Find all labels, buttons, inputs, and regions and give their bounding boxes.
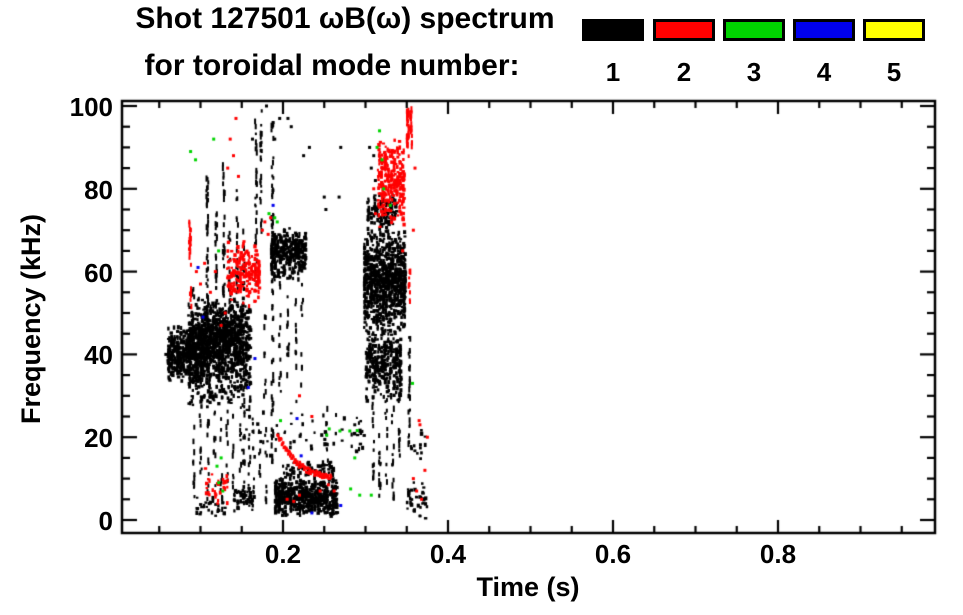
legend-label-mode5: 5 [886, 57, 902, 87]
y-tick-label-60: 60 [84, 258, 113, 288]
x-tick-label-0.4: 0.4 [429, 539, 467, 569]
x-axis-title: Time (s) [476, 572, 580, 602]
legend-swatch-mode3 [723, 19, 785, 41]
legend-swatch-mode5 [863, 19, 925, 41]
y-tick-label-40: 40 [84, 340, 113, 370]
x-tick-label-0.8: 0.8 [759, 539, 797, 569]
y-tick-label-20: 20 [84, 423, 113, 453]
legend-label-mode2: 2 [676, 57, 692, 87]
legend-swatch-mode2 [653, 19, 715, 41]
y-axis-title: Frequency (kHz) [16, 213, 46, 425]
plot-subtitle: for toroidal mode number: [144, 49, 520, 82]
y-tick-label-80: 80 [84, 175, 113, 205]
x-tick-label-0.6: 0.6 [594, 539, 632, 569]
legend-swatch-mode4 [793, 19, 855, 41]
plot-title: Shot 127501 ωB(ω) spectrum [135, 2, 555, 35]
y-tick-label-0: 0 [98, 506, 113, 536]
y-tick-label-100: 100 [69, 92, 113, 122]
legend-label-mode3: 3 [746, 57, 762, 87]
x-tick-label-0.2: 0.2 [264, 539, 302, 569]
legend-label-mode1: 1 [605, 57, 621, 87]
legend-swatch-mode1 [582, 19, 644, 41]
legend-label-mode4: 4 [816, 57, 832, 87]
